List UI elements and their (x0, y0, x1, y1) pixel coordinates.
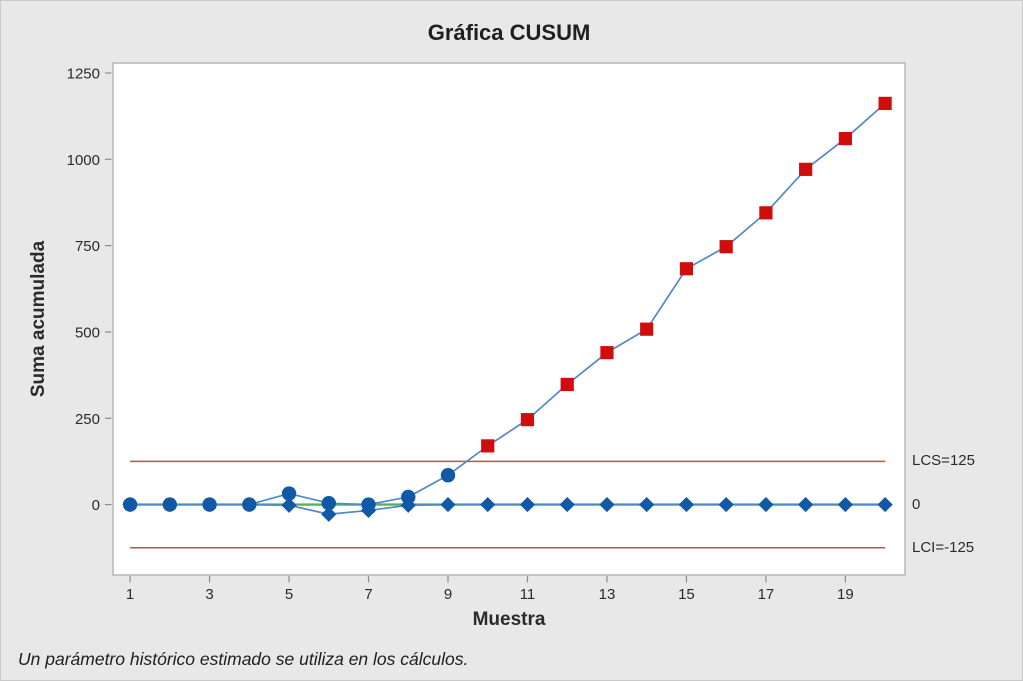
cusum-inferior-point[interactable] (718, 496, 734, 513)
cusum-superior-point-out-of-control[interactable] (679, 262, 694, 276)
cusum-superior-point[interactable] (162, 497, 178, 512)
cusum-superior-point[interactable] (242, 497, 257, 512)
cusum-superior-point[interactable] (401, 489, 416, 505)
cusum-inferior-point[interactable] (758, 496, 774, 513)
cusum-inferior-point[interactable] (877, 496, 893, 513)
cusum-superior-point-out-of-control[interactable] (799, 162, 813, 176)
cusum-inferior-point[interactable] (599, 496, 615, 513)
plot-area (112, 62, 906, 576)
cusum-superior-point[interactable] (202, 497, 217, 512)
cusum-superior-point[interactable] (440, 468, 456, 483)
cusum-superior-point-out-of-control[interactable] (560, 377, 574, 392)
cusum-superior-point[interactable] (361, 497, 376, 512)
cusum-inferior-point[interactable] (798, 496, 814, 513)
x-axis-label: Muestra (472, 609, 546, 630)
y-tick-label: 250 (75, 411, 100, 428)
cusum-superior-point-out-of-control[interactable] (520, 413, 535, 427)
cusum-inferior-point[interactable] (440, 496, 456, 513)
x-tick-label: 17 (758, 586, 775, 603)
cusum-inferior-point[interactable] (678, 496, 695, 513)
cusum-superior-point-out-of-control[interactable] (600, 346, 614, 360)
cusum-inferior-point[interactable] (837, 496, 853, 513)
x-tick-label: 7 (364, 586, 372, 603)
chart-title: Gráfica CUSUM (427, 20, 591, 45)
y-tick-label: 1000 (67, 152, 100, 169)
x-tick-label: 19 (837, 586, 854, 603)
cusum-superior-point-out-of-control[interactable] (640, 322, 654, 336)
y-tick-label: 1250 (67, 66, 100, 83)
cusum-inferior-point[interactable] (321, 506, 337, 522)
x-tick-label: 11 (520, 586, 536, 603)
cusum-superior-point[interactable] (122, 497, 138, 512)
cusum-superior-point-out-of-control[interactable] (481, 439, 495, 453)
cusum-superior-point-out-of-control[interactable] (719, 240, 733, 254)
x-tick-label: 1 (126, 586, 134, 603)
lcl-label: LCI=-125 (912, 539, 975, 556)
cusum-inferior-point[interactable] (639, 496, 655, 513)
x-tick-label: 5 (285, 586, 293, 603)
cusum-inferior-point[interactable] (480, 496, 496, 513)
y-tick-label: 750 (75, 238, 100, 255)
y-tick-label: 0 (92, 497, 100, 514)
cusum-superior-point[interactable] (321, 495, 336, 511)
x-tick-label: 3 (205, 586, 213, 603)
cusum-superior-point-out-of-control[interactable] (759, 206, 773, 220)
x-tick-label: 15 (678, 586, 695, 603)
cusum-superior-point-out-of-control[interactable] (838, 132, 852, 146)
cusum-superior-point[interactable] (281, 486, 297, 501)
chart-footnote: Un parámetro histórico estimado se utili… (18, 649, 469, 669)
cusum-inferior-point[interactable] (559, 496, 575, 513)
x-tick-label: 9 (444, 586, 452, 603)
ucl-label: LCS=125 (912, 452, 975, 469)
cusum-inferior-point[interactable] (519, 496, 536, 513)
cusum-inferior-point[interactable] (281, 497, 297, 513)
y-tick-label: 500 (75, 324, 100, 341)
center-line-label: 0 (912, 496, 921, 513)
x-tick-label: 13 (599, 586, 616, 603)
cusum-superior-point-out-of-control[interactable] (878, 96, 892, 110)
